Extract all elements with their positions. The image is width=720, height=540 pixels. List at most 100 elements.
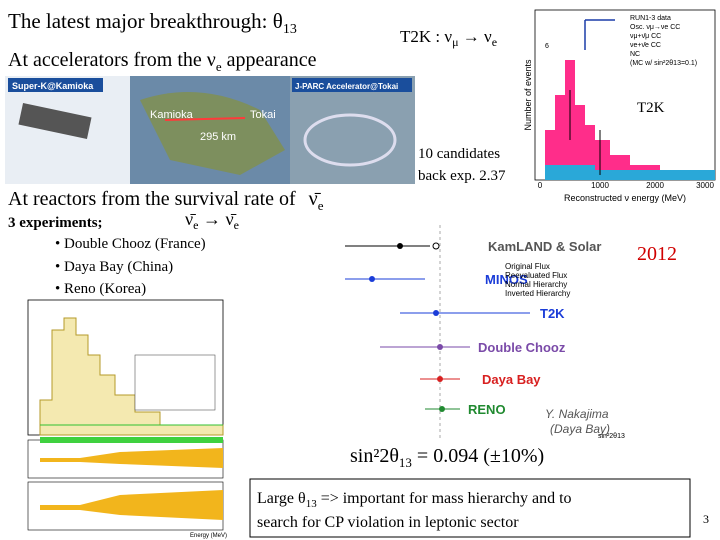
candidates: 10 candidates bbox=[418, 146, 500, 162]
conclusion-line: Large θ13 => important for mass hierarch… bbox=[257, 490, 572, 510]
x-tick-label: 0 bbox=[538, 181, 543, 190]
legend-entry: (MC w/ sin²2θ13=0.1) bbox=[630, 60, 697, 67]
legend-entry: Original Flux bbox=[505, 262, 550, 271]
x-axis-label: sin²2θ13 bbox=[598, 433, 625, 440]
ring bbox=[303, 113, 397, 167]
t2k-arrow: → ν bbox=[459, 27, 493, 46]
plot-label: T2K bbox=[637, 100, 665, 116]
y-tick-label: 6 bbox=[545, 43, 549, 50]
bullet-text: Daya Bay (China) bbox=[64, 259, 173, 275]
legend: Original Flux Reevaluated Flux Normal Hi… bbox=[505, 262, 570, 298]
marker bbox=[432, 242, 440, 250]
result-text: sin²2θ bbox=[350, 445, 399, 467]
legend-entry: νμ+ν̄μ CC bbox=[630, 33, 661, 40]
legend-entry: Inverted Hierarchy bbox=[505, 289, 570, 298]
t2k-sub: μ bbox=[452, 35, 458, 49]
experiment-label: RENO bbox=[468, 402, 506, 417]
x-tick-label: 1000 bbox=[591, 181, 609, 190]
arrow: → ν̄ bbox=[198, 209, 236, 229]
reactor-text: At reactors from the survival rate of bbox=[8, 188, 301, 210]
legend: RUN1-3 data Osc. νμ→νe CC νμ+ν̄μ CC νe+ν… bbox=[630, 15, 697, 67]
band bbox=[40, 490, 223, 520]
satellite bbox=[18, 102, 92, 140]
x-tick-label: 3000 bbox=[696, 181, 714, 190]
legend-entry: Reevaluated Flux bbox=[505, 271, 567, 280]
title-text: The latest major breakthrough: θ bbox=[8, 9, 283, 33]
y-axis-label: Number of events bbox=[523, 59, 533, 131]
marker bbox=[433, 310, 439, 316]
credit: (Daya Bay) bbox=[550, 422, 610, 436]
title: The latest major breakthrough: θ13 bbox=[8, 9, 297, 37]
band bbox=[40, 448, 223, 468]
marker bbox=[437, 376, 443, 382]
conclusion-line: search for CP violation in leptonic sect… bbox=[257, 514, 519, 531]
bullet-text: Reno (Korea) bbox=[64, 281, 146, 297]
kamioka-label: Kamioka bbox=[150, 109, 194, 121]
nu: ν̄ bbox=[185, 209, 196, 229]
reactor-channel: ν̄e → ν̄e bbox=[185, 209, 239, 232]
spectrum bbox=[39, 317, 224, 436]
credit: Y. Nakajima bbox=[545, 407, 609, 421]
distance-label: 295 km bbox=[200, 131, 236, 143]
jparc-label: J-PARC Accelerator@Tokai bbox=[295, 82, 398, 91]
legend-entry: RUN1-3 data bbox=[630, 15, 671, 22]
result-tail: = 0.094 (±10%) bbox=[412, 445, 544, 467]
label-bg bbox=[292, 78, 412, 92]
bullet-list: • Double Chooz (France) • Daya Bay (Chin… bbox=[55, 236, 206, 297]
result: sin²2θ13 = 0.094 (±10%) bbox=[350, 445, 544, 470]
dc-plot: Energy (MeV) bbox=[27, 299, 227, 539]
signal-hist bbox=[545, 60, 715, 180]
baseline-arrow bbox=[164, 117, 246, 121]
land bbox=[140, 92, 285, 175]
bullet-item: • Reno (Korea) bbox=[55, 281, 146, 297]
result-sub: 13 bbox=[399, 455, 412, 470]
x-axis-label: Reconstructed ν energy (MeV) bbox=[564, 193, 686, 203]
page-number: 3 bbox=[703, 512, 709, 526]
reactor-line: At reactors from the survival rate of ν̄… bbox=[8, 188, 324, 213]
legend-entry: NC bbox=[630, 51, 640, 58]
t2k-sub: e bbox=[492, 35, 497, 49]
comparison-plot: KamLAND & Solar MINOS T2K Double Chooz D… bbox=[336, 220, 630, 442]
experiment-label: MINOS bbox=[485, 272, 528, 287]
experiments-label: 3 experiments; bbox=[8, 215, 103, 231]
experiment-label: Double Chooz bbox=[478, 340, 566, 355]
conclusion-text: Large θ bbox=[257, 490, 306, 507]
title-sub: 13 bbox=[283, 22, 297, 37]
bullet-text: Double Chooz (France) bbox=[64, 236, 206, 252]
map-strip: Super-K@Kamioka Kamioka Tokai 295 km J-P… bbox=[5, 76, 415, 184]
legend-entry: Normal Hierarchy bbox=[505, 280, 567, 289]
t2k-plot: 6 Number of events RUN1-3 data Osc. νμ→ν… bbox=[523, 9, 716, 203]
nu-sub: e bbox=[193, 218, 198, 232]
accel-tail: appearance bbox=[222, 49, 317, 71]
reactor-sub: e bbox=[318, 198, 324, 213]
accel-text: At accelerators from the ν bbox=[8, 49, 216, 71]
accel-sub: e bbox=[216, 59, 222, 74]
bullet-item: • Double Chooz (France) bbox=[55, 236, 206, 252]
accelerator-line: At accelerators from the νe appearance bbox=[8, 49, 317, 74]
nu-sub: e bbox=[234, 218, 239, 232]
inset bbox=[134, 354, 216, 411]
band bbox=[40, 437, 223, 443]
legend-entry: νe+ν̄e CC bbox=[630, 42, 661, 49]
conclusion-box bbox=[249, 478, 691, 538]
marker bbox=[439, 406, 445, 412]
expected: back exp. 2.37 bbox=[418, 168, 506, 184]
marker bbox=[397, 243, 403, 249]
t2k-channel: T2K : νμ → νe bbox=[400, 27, 497, 49]
tokai-label: Tokai bbox=[250, 109, 276, 121]
legend-entry: Osc. νμ→νe CC bbox=[630, 24, 680, 31]
plot-frame bbox=[336, 220, 630, 442]
t2k-text: T2K : ν bbox=[400, 27, 452, 46]
year: 2012 bbox=[637, 243, 677, 265]
conclusion-sub: 13 bbox=[306, 498, 318, 510]
superk-label: Super-K@Kamioka bbox=[12, 81, 94, 91]
marker bbox=[369, 276, 375, 282]
experiment-label: KamLAND & Solar bbox=[488, 239, 601, 254]
x-tick-label: 2000 bbox=[646, 181, 664, 190]
label-bg bbox=[8, 78, 103, 92]
bullet-item: • Daya Bay (China) bbox=[55, 259, 173, 275]
marker bbox=[437, 344, 443, 350]
background-hist bbox=[545, 165, 715, 180]
conclusion-text: => important for mass hierarchy and to bbox=[317, 490, 572, 507]
